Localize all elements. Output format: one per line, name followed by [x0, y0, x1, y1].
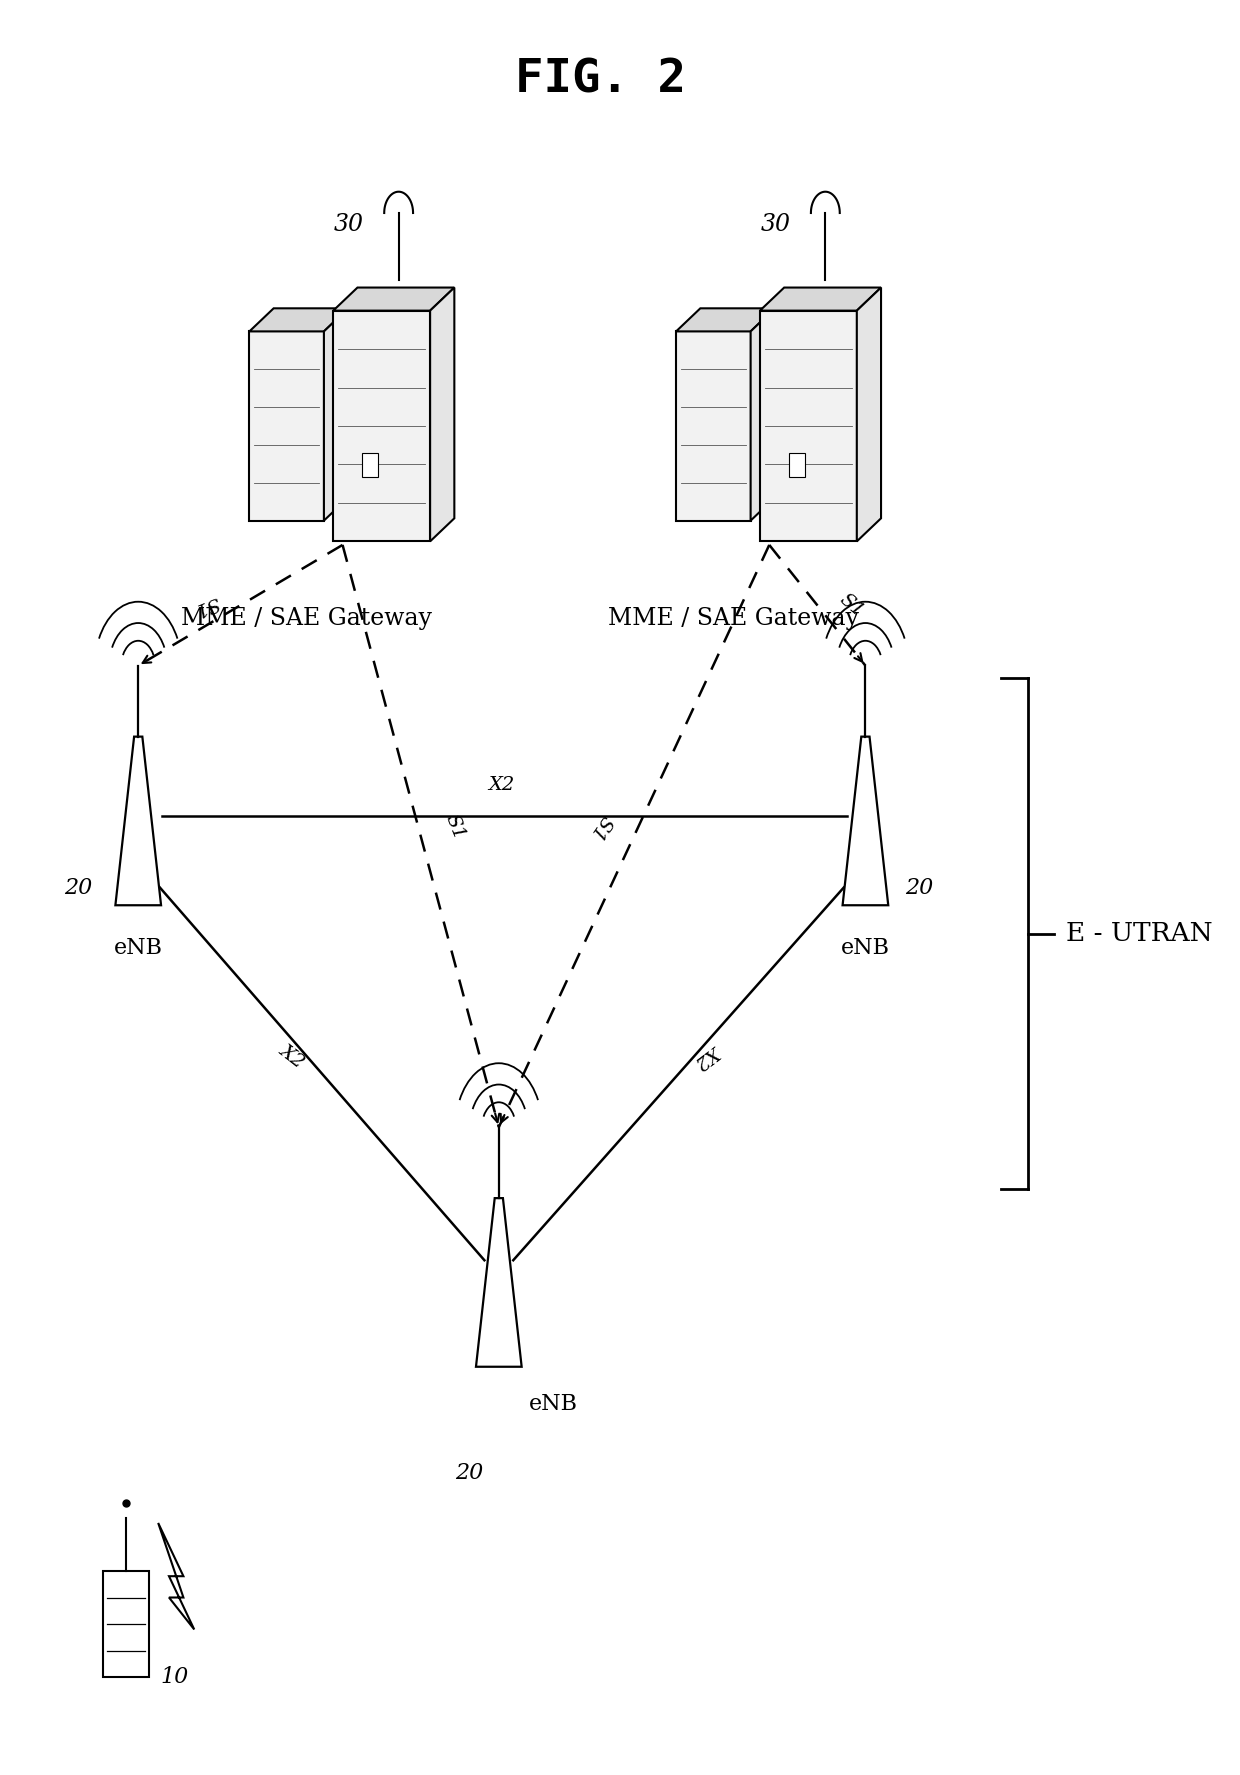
Polygon shape [676, 332, 750, 520]
Text: S1: S1 [191, 593, 222, 618]
Text: eNB: eNB [529, 1393, 578, 1415]
Polygon shape [249, 332, 324, 520]
Text: E - UTRAN: E - UTRAN [1066, 921, 1213, 946]
Text: 30: 30 [334, 213, 363, 236]
Polygon shape [476, 1198, 522, 1367]
Text: S1: S1 [585, 811, 615, 843]
Polygon shape [362, 453, 378, 477]
Text: X2: X2 [693, 1040, 724, 1072]
Text: S1: S1 [441, 811, 467, 843]
Text: FIG. 2: FIG. 2 [516, 57, 687, 103]
Polygon shape [103, 1571, 149, 1677]
Polygon shape [789, 453, 805, 477]
Text: X2: X2 [277, 1040, 308, 1072]
Text: eNB: eNB [114, 937, 162, 959]
Polygon shape [857, 288, 882, 541]
Text: MME / SAE Gateway: MME / SAE Gateway [608, 607, 859, 630]
Text: 10: 10 [160, 1667, 188, 1688]
Polygon shape [760, 311, 857, 541]
Polygon shape [334, 288, 454, 311]
Polygon shape [676, 309, 775, 332]
Polygon shape [760, 288, 882, 311]
Polygon shape [249, 309, 348, 332]
Text: 20: 20 [64, 877, 92, 898]
Text: eNB: eNB [841, 937, 890, 959]
Text: 20: 20 [455, 1463, 482, 1484]
Text: X2: X2 [489, 776, 515, 793]
Text: MME / SAE Gateway: MME / SAE Gateway [181, 607, 432, 630]
Polygon shape [324, 309, 348, 520]
Text: S1: S1 [836, 589, 867, 621]
Polygon shape [842, 737, 888, 905]
Text: 30: 30 [760, 213, 790, 236]
Polygon shape [430, 288, 454, 541]
Polygon shape [334, 311, 430, 541]
Polygon shape [115, 737, 161, 905]
Polygon shape [159, 1523, 195, 1629]
Polygon shape [750, 309, 775, 520]
Text: 20: 20 [905, 877, 934, 898]
